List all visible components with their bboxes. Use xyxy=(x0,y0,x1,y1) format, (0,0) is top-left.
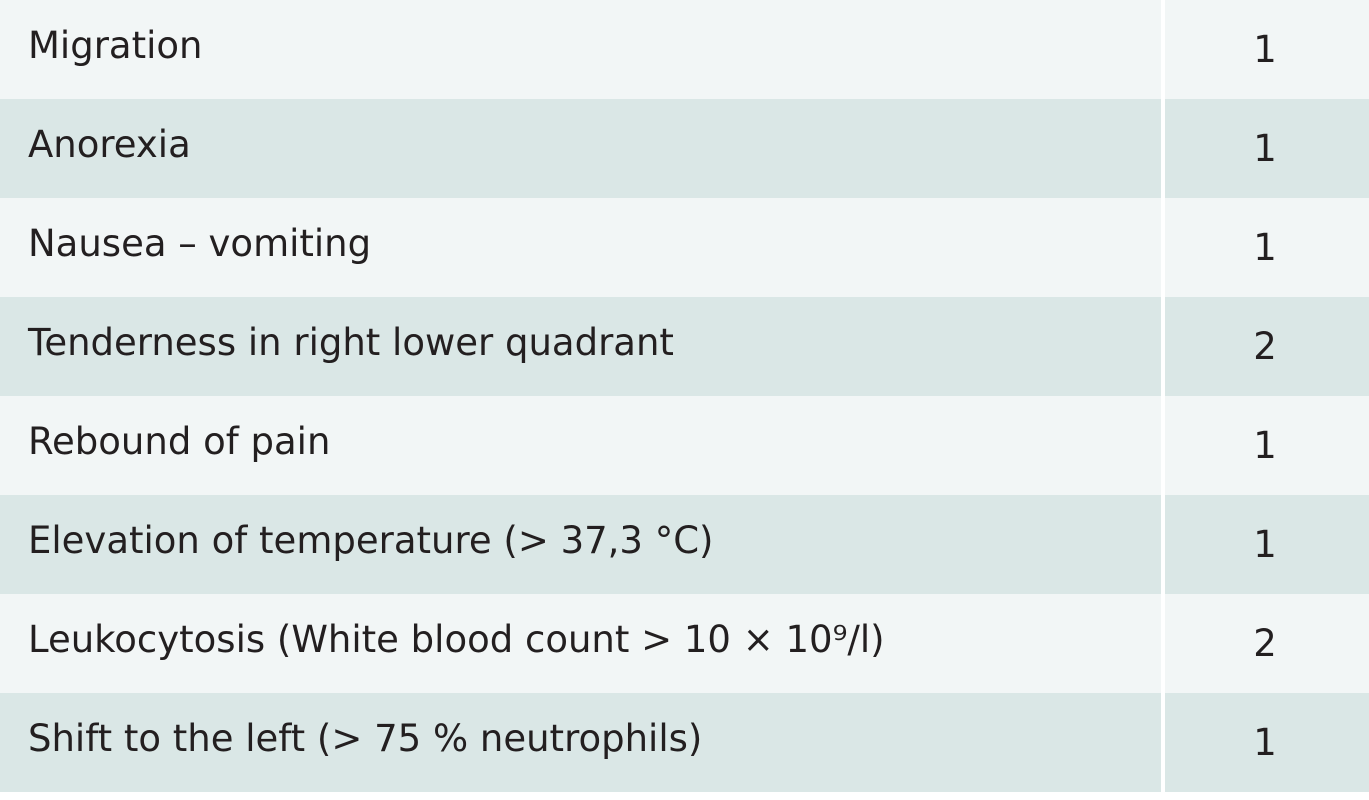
table-row: Elevation of temperature (> 37,3 °C) 1 xyxy=(0,495,1369,594)
criterion: Elevation of temperature (> 37,3 °C) xyxy=(0,495,1163,594)
score: 1 xyxy=(1161,693,1369,792)
score: 2 xyxy=(1161,594,1369,693)
table-row: Tenderness in right lower quadrant 2 xyxy=(0,297,1369,396)
criterion: Anorexia xyxy=(0,99,1163,198)
score: 1 xyxy=(1161,495,1369,594)
criterion: Leukocytosis (White blood count > 10 × 1… xyxy=(0,594,1163,693)
table-row: Shift to the left (> 75 % neutrophils) 1 xyxy=(0,693,1369,792)
table-row: Anorexia 1 xyxy=(0,99,1369,198)
criterion: Shift to the left (> 75 % neutrophils) xyxy=(0,693,1163,792)
criterion: Tenderness in right lower quadrant xyxy=(0,297,1163,396)
table-row: Migration 1 xyxy=(0,0,1369,99)
score: 1 xyxy=(1161,99,1369,198)
criterion: Rebound of pain xyxy=(0,396,1163,495)
score: 1 xyxy=(1161,396,1369,495)
criterion: Nausea – vomiting xyxy=(0,198,1163,297)
table-row: Rebound of pain 1 xyxy=(0,396,1369,495)
score: 2 xyxy=(1161,297,1369,396)
table-row: Nausea – vomiting 1 xyxy=(0,198,1369,297)
score: 1 xyxy=(1161,198,1369,297)
score: 1 xyxy=(1161,0,1369,99)
criterion: Migration xyxy=(0,0,1163,99)
table-row: Leukocytosis (White blood count > 10 × 1… xyxy=(0,594,1369,693)
